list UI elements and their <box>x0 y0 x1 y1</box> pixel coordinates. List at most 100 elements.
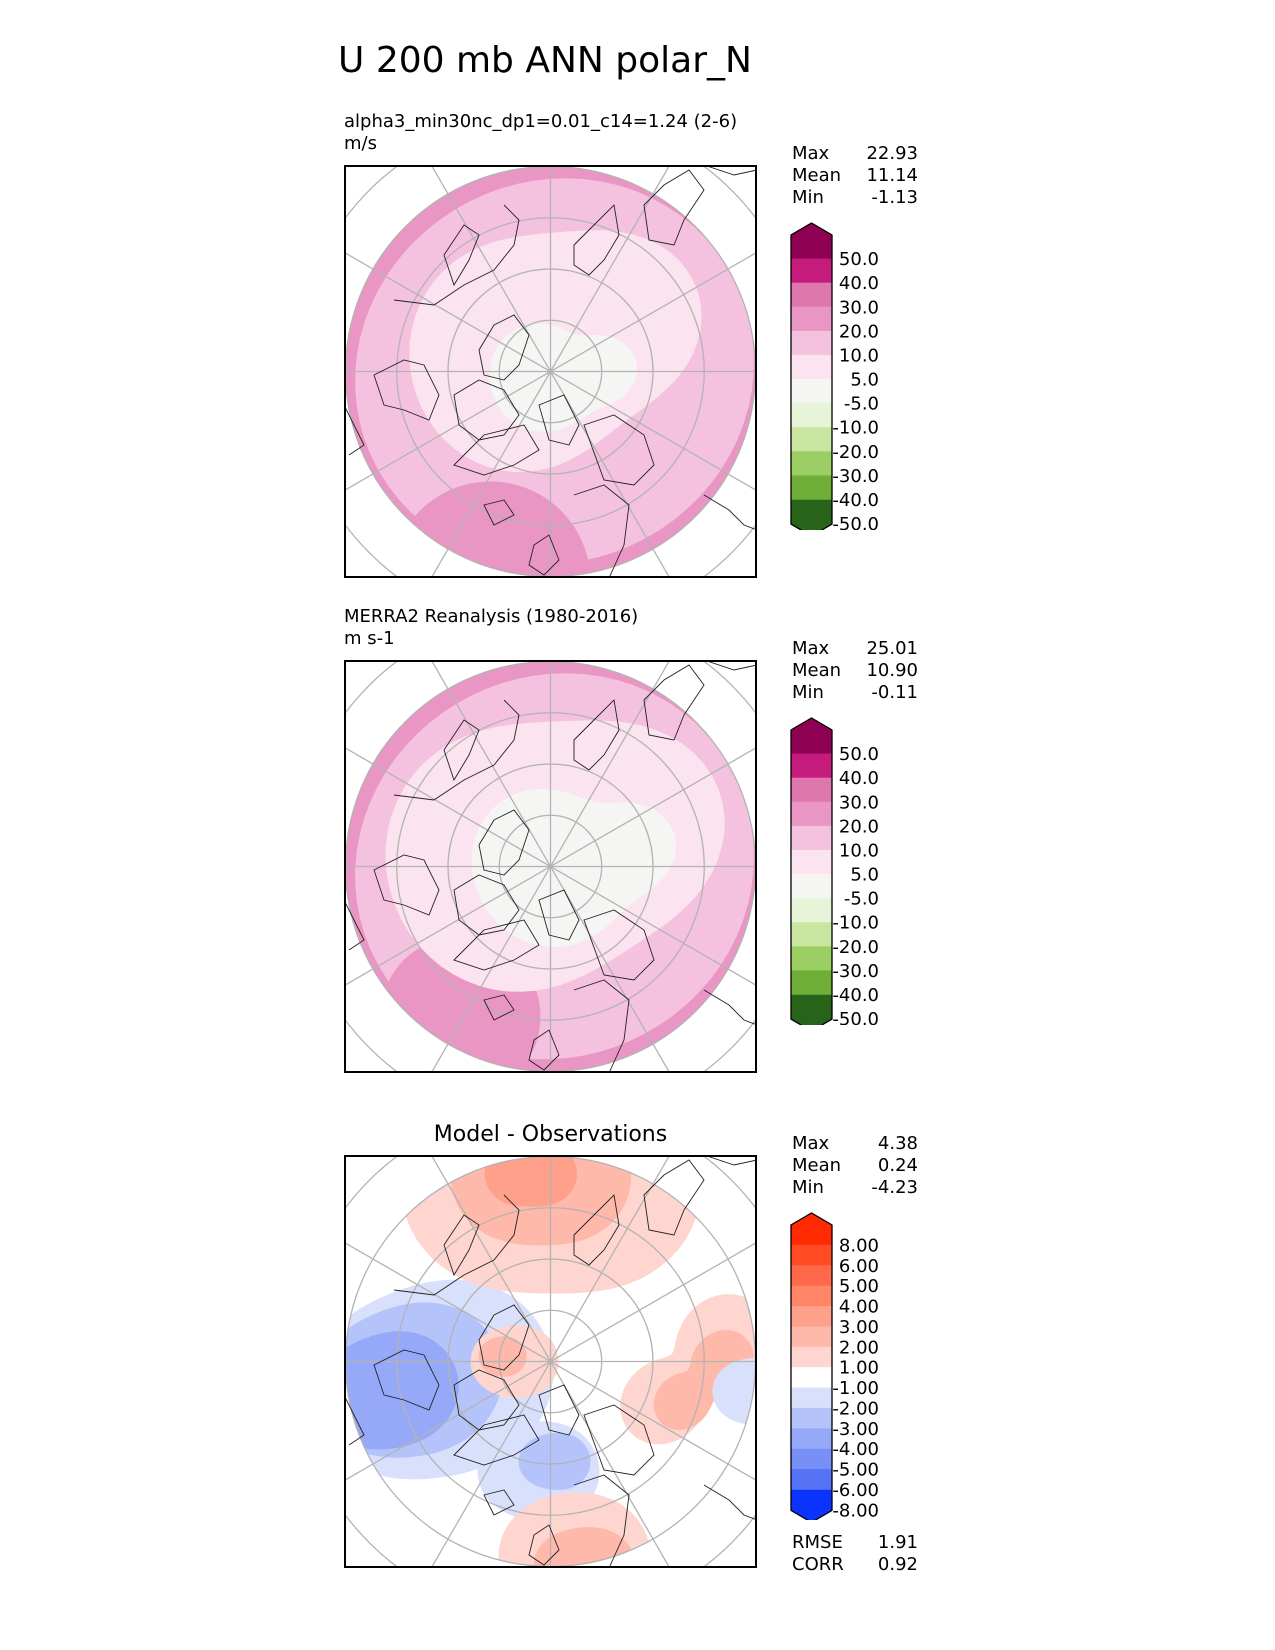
coastline <box>703 494 757 531</box>
coastlines <box>344 1155 757 1568</box>
coastline <box>483 1489 515 1516</box>
stat-value: 0.24 <box>877 1155 918 1176</box>
colorbar-tick-label: -10.0 <box>832 913 879 934</box>
colorbar-bin <box>791 825 832 851</box>
contour-3-4-north <box>484 1156 577 1207</box>
panel-1-colorbar: 50.0 40.0 30.0 20.0 10.0 5.0 -5.0 -10.0 -20.0 -30… <box>790 222 879 530</box>
colorbar-tick-label: -20.0 <box>832 937 879 958</box>
colorbar-extend-bottom <box>791 995 832 1025</box>
meridian-line <box>430 1155 671 1568</box>
stat-mean: Mean 11.14 <box>792 165 918 187</box>
panel-1-units: m/s <box>344 133 377 154</box>
coastline <box>453 874 520 936</box>
panel-3-metrics: RMSE 1.91 CORR 0.92 <box>792 1532 918 1576</box>
stat-value: 25.01 <box>866 638 918 659</box>
colorbar-tick-label: -5.0 <box>844 889 879 910</box>
graticule <box>344 165 757 578</box>
colorbar-extend-bottom <box>791 500 832 530</box>
colorbar-tick-label: -40.0 <box>832 985 879 1006</box>
colorbar-bin <box>791 451 832 477</box>
coastline <box>538 889 580 941</box>
coastline <box>453 1369 520 1431</box>
map-frame <box>344 660 757 1073</box>
colorbar-tick-label: -30.0 <box>832 466 879 487</box>
stat-min: Min -1.13 <box>792 187 918 209</box>
colorbar-bin <box>791 354 832 381</box>
coastline <box>443 1214 480 1277</box>
panel-1-map <box>344 165 757 578</box>
stat-value: -0.11 <box>871 682 918 703</box>
colorbar-tick-label: -2.00 <box>832 1398 879 1419</box>
coastline <box>393 204 520 306</box>
stat-label: Max <box>792 1133 830 1154</box>
colorbar-tick-label: 20.0 <box>839 321 879 342</box>
coastline <box>344 899 365 951</box>
panel-1-title: alpha3_min30nc_dp1=0.01_c14=1.24 (2-6) <box>344 111 738 132</box>
colorbar-tick-label: -5.0 <box>844 394 879 415</box>
coastline <box>453 919 540 971</box>
coastline <box>528 1029 560 1071</box>
panel-2-header: MERRA2 Reanalysis (1980-2016) m s-1 <box>344 606 638 650</box>
colorbar-extend-top <box>791 1213 832 1246</box>
colorbar-bin <box>791 1285 832 1308</box>
panel-2-units: m s-1 <box>344 628 395 649</box>
metric-label: CORR <box>792 1554 844 1575</box>
coastline <box>643 664 705 741</box>
colorbar-tick-label: -5.00 <box>832 1460 879 1481</box>
coastline <box>703 165 757 176</box>
contour-2-3-south <box>533 1527 636 1567</box>
stat-max: Max 25.01 <box>792 638 918 660</box>
map-frame <box>344 165 757 578</box>
coastline <box>478 1304 530 1371</box>
colorbar-bin <box>791 777 832 803</box>
colorbar-tick-label: 30.0 <box>839 297 879 318</box>
colorbar-tick-label: 50.0 <box>839 744 879 765</box>
colorbar-bin <box>791 1346 832 1369</box>
panel-2-stats: Max 25.01 Mean 10.90 Min -0.11 <box>792 638 918 704</box>
colorbar-tick-label: -1.00 <box>832 1378 879 1399</box>
stat-value: -4.23 <box>871 1177 918 1198</box>
panel-3-map <box>344 1155 757 1568</box>
panel-3-colorbar: 8.006.005.004.003.002.001.00-1.00-2.00-3… <box>790 1212 879 1520</box>
colorbar-tick-label: 4.00 <box>839 1297 879 1318</box>
stat-label: Mean <box>792 1155 842 1176</box>
colorbar-tick-label: 40.0 <box>839 768 879 789</box>
coastline <box>453 1414 540 1466</box>
colorbar-tick-label: 10.0 <box>839 840 879 861</box>
colorbar-tick-label: 10.0 <box>839 345 879 366</box>
contour-20-30-local <box>390 481 591 577</box>
coastline <box>573 1474 630 1568</box>
coastline <box>528 534 560 576</box>
colorbar-tick-label: -3.00 <box>832 1419 879 1440</box>
stat-value: 11.14 <box>866 165 918 186</box>
coastline <box>703 660 757 671</box>
coastline <box>483 499 515 526</box>
colorbar-tick-label: -30.0 <box>832 961 879 982</box>
colorbar-tick-label: -4.00 <box>832 1439 879 1460</box>
coastline <box>443 224 480 287</box>
stat-label: Min <box>792 1177 824 1198</box>
coastline <box>443 719 480 782</box>
colorbar-bin <box>791 403 832 429</box>
colorbar-extend-top <box>791 223 832 260</box>
coastline <box>538 394 580 446</box>
colorbar-outline <box>790 717 833 1025</box>
colorbar-bin <box>791 1407 832 1430</box>
metric-value: 0.92 <box>877 1554 918 1575</box>
stat-value: 4.38 <box>877 1133 918 1154</box>
colorbar-bin <box>791 379 832 405</box>
stat-label: Mean <box>792 660 842 681</box>
metric-value: 1.91 <box>877 1532 918 1553</box>
coastline <box>393 699 520 801</box>
stat-min: Min -4.23 <box>792 1177 918 1199</box>
coastline <box>538 1384 580 1436</box>
colorbar-outline <box>790 222 833 530</box>
coastline <box>573 1194 620 1266</box>
coastline <box>528 1524 560 1566</box>
colorbar-bin <box>791 1448 832 1471</box>
stat-value: -1.13 <box>871 187 918 208</box>
colorbar-extend-bottom <box>791 1490 832 1520</box>
colorbar-bin <box>791 330 832 356</box>
colorbar-bin <box>791 1265 832 1287</box>
stat-max: Max 4.38 <box>792 1133 918 1155</box>
